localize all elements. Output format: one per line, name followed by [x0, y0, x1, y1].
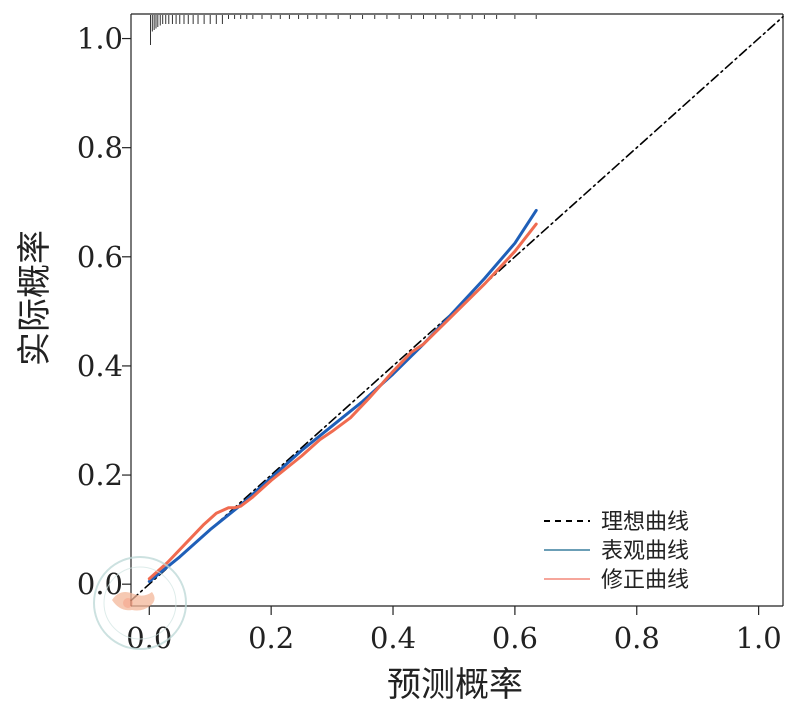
legend-label-apparent: 表观曲线: [601, 539, 689, 564]
x-tick-label: 0.2: [248, 621, 294, 655]
y-tick-label: 1.0: [77, 22, 123, 56]
x-tick-label: 1.0: [736, 621, 782, 655]
legend-label-ideal: 理想曲线: [601, 510, 689, 535]
x-tick-label: 0.8: [614, 621, 660, 655]
watermark-seal: [93, 556, 187, 650]
rug-ticks: [149, 15, 537, 45]
y-axis-title: 实际概率: [15, 230, 55, 366]
y-tick-label: 0.8: [77, 131, 123, 165]
y-tick-label: 0.2: [77, 458, 123, 492]
series-line-apparent: [147, 208, 538, 583]
x-axis-title: 预测概率: [387, 665, 523, 705]
x-axis-ticks: 0.0 0.2 0.4 0.6 0.8 1.0: [126, 606, 782, 655]
series-line-corrected: [147, 222, 538, 581]
y-tick-label: 0.6: [77, 240, 123, 274]
x-tick-label: 0.4: [370, 621, 416, 655]
y-tick-label: 0.4: [77, 349, 123, 383]
series-lines: [130, 15, 784, 602]
y-axis-ticks: 0.0 0.2 0.4 0.6 0.8 1.0: [77, 22, 131, 601]
legend-label-corrected: 修正曲线: [601, 568, 689, 593]
legend: 理想曲线 表观曲线 修正曲线: [544, 510, 689, 593]
y-tick-label: 0.0: [77, 567, 123, 601]
x-tick-label: 0.6: [492, 621, 538, 655]
